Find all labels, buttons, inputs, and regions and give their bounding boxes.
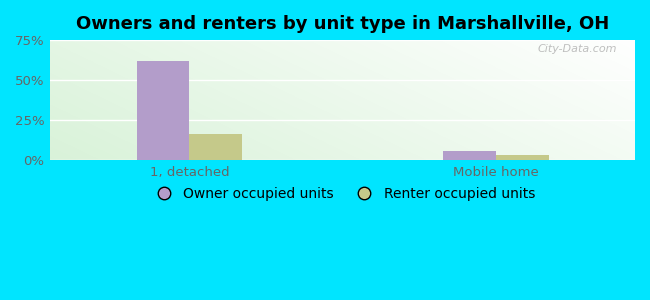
Text: City-Data.com: City-Data.com: [538, 44, 617, 54]
Bar: [496, 155, 549, 160]
Title: Owners and renters by unit type in Marshallville, OH: Owners and renters by unit type in Marsh…: [76, 15, 609, 33]
Bar: [443, 152, 496, 160]
Bar: [189, 134, 242, 160]
Bar: [136, 61, 189, 160]
Legend: Owner occupied units, Renter occupied units: Owner occupied units, Renter occupied un…: [144, 181, 541, 206]
